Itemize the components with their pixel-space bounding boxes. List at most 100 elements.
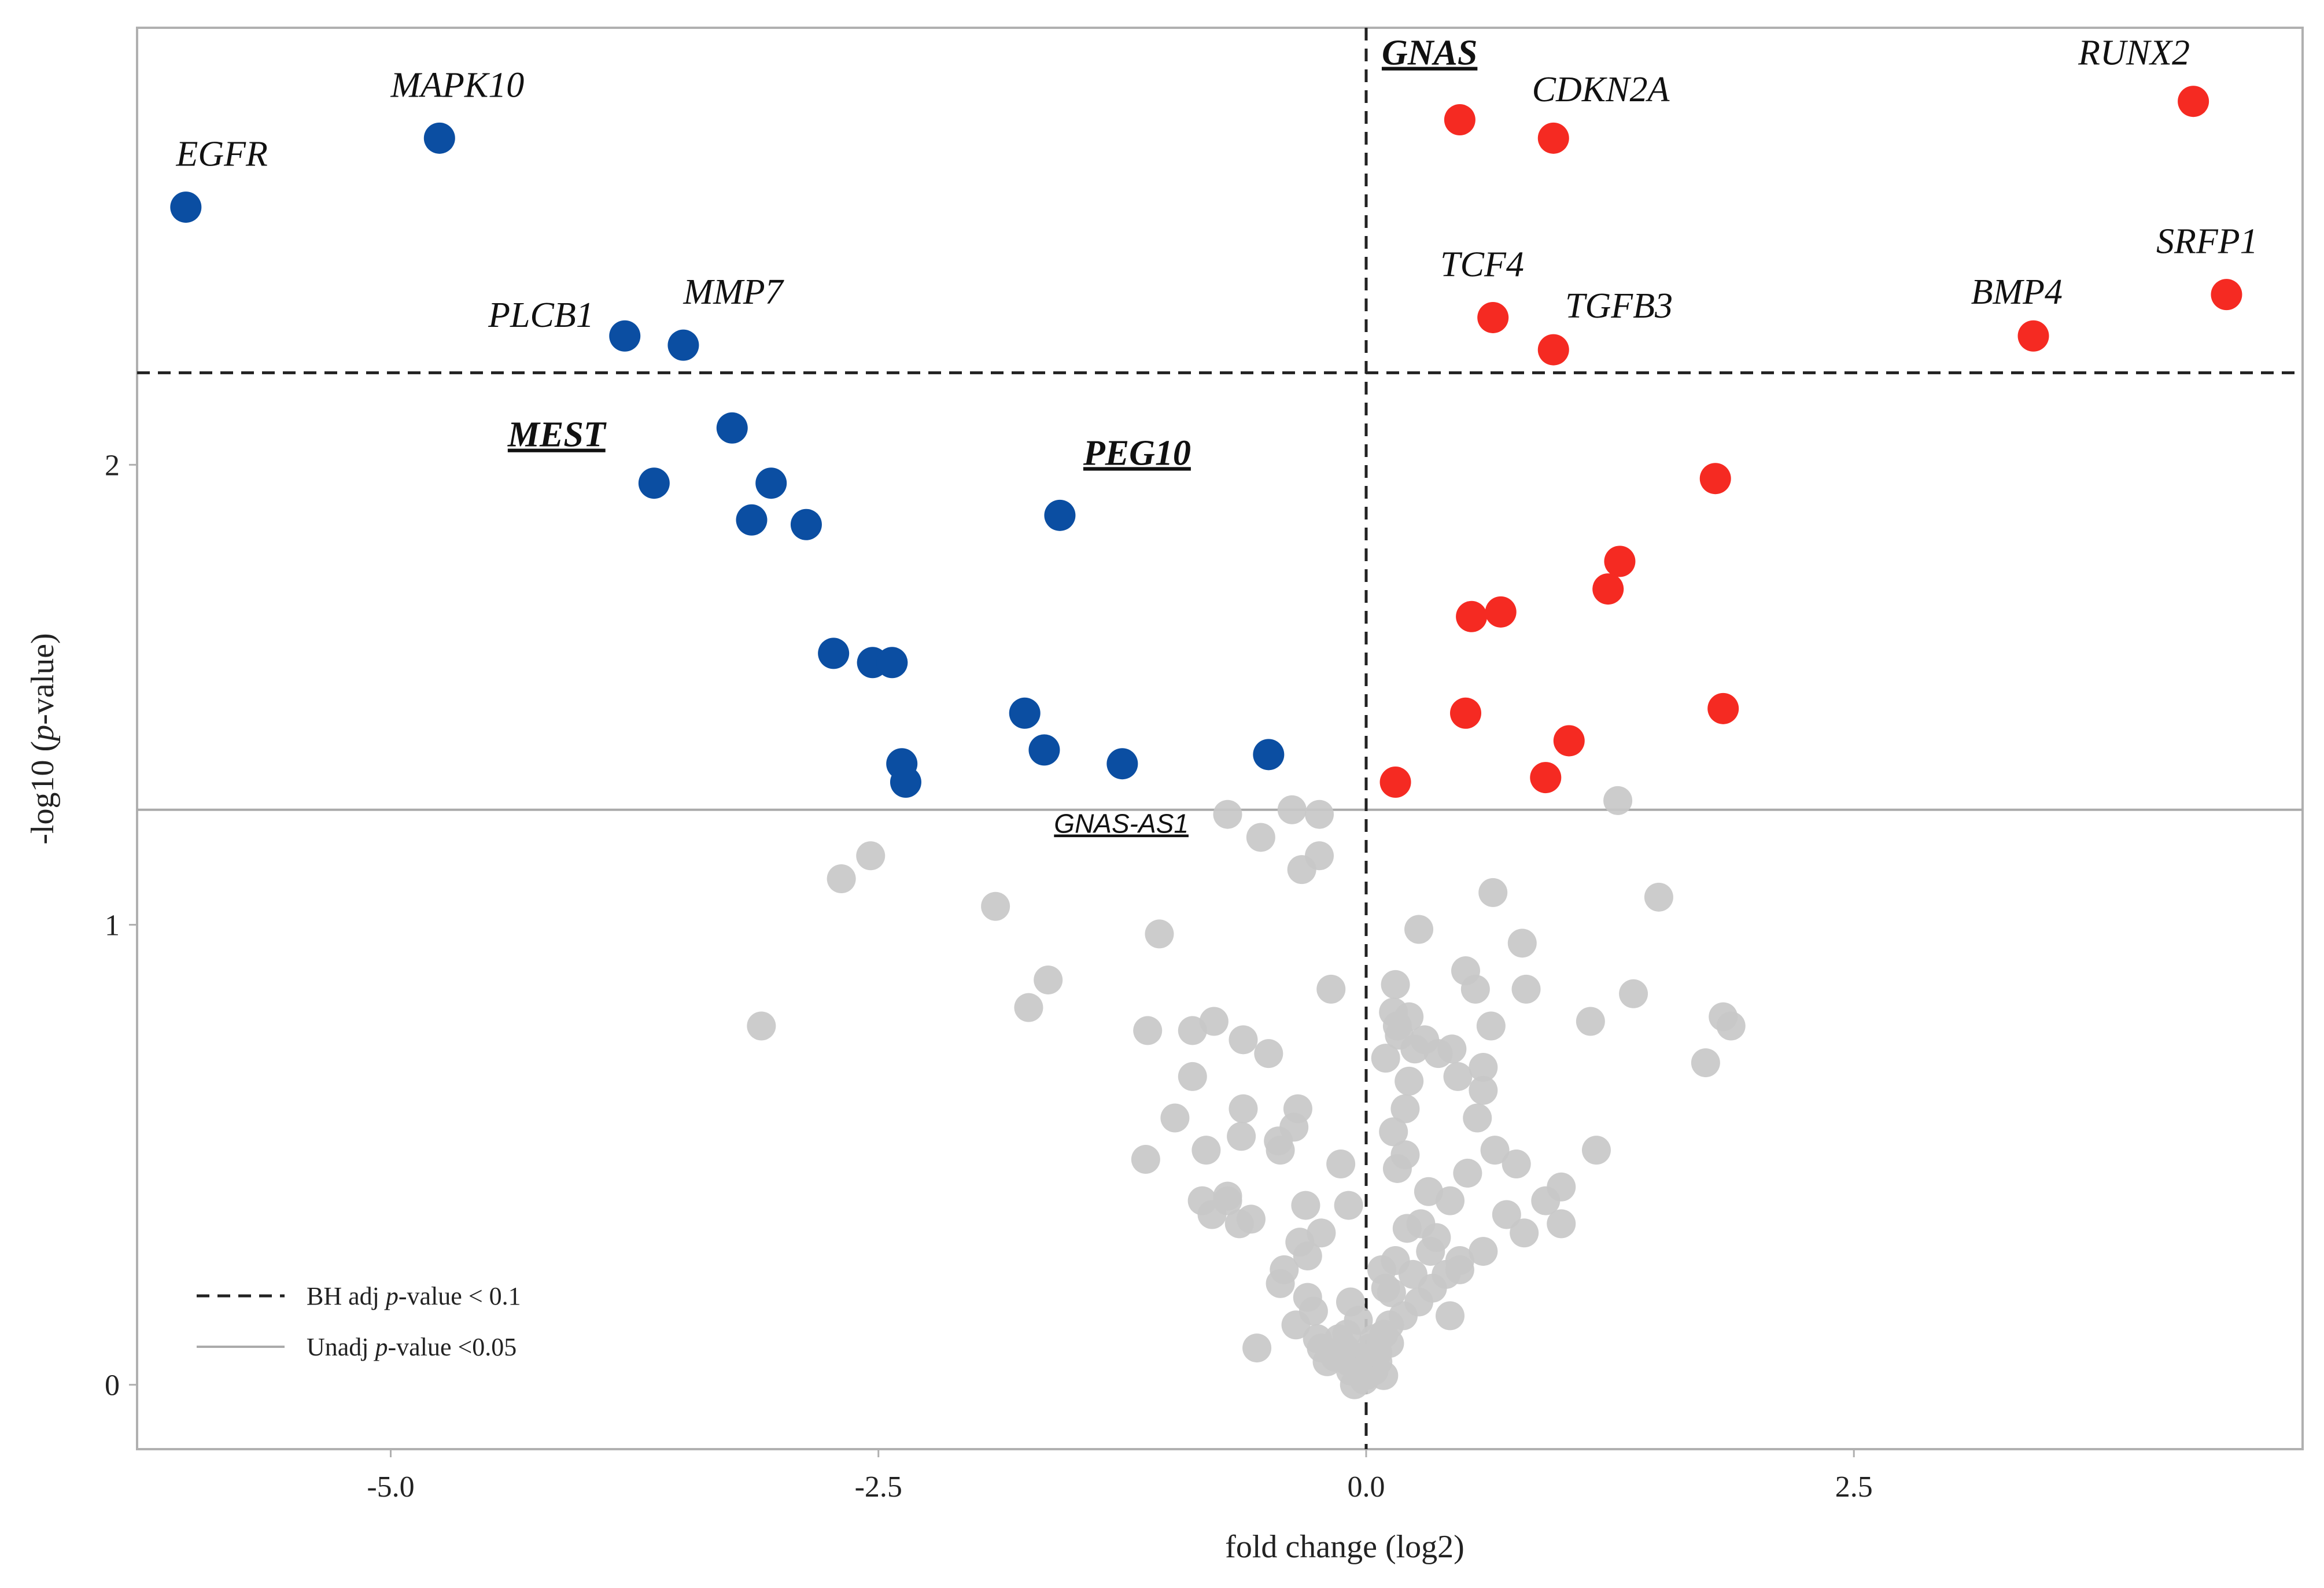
- data-point-ns: [1547, 1209, 1576, 1239]
- data-point-ns: [1691, 1048, 1720, 1078]
- data-point-ns: [1213, 1181, 1242, 1211]
- data-point-up: [1530, 762, 1562, 794]
- data-point-ns: [1359, 1324, 1389, 1354]
- data-point-ns: [1476, 1011, 1506, 1041]
- data-point-ns: [1390, 1140, 1420, 1170]
- data-point-ns: [1453, 1158, 1482, 1188]
- data-point-down: [790, 509, 822, 540]
- data-point-ns: [1229, 1094, 1258, 1123]
- nonsignificant-points: [747, 786, 1746, 1399]
- gene-label: MMP7: [683, 272, 784, 312]
- data-point-up: [1537, 122, 1569, 154]
- data-point-ns: [1492, 1200, 1521, 1229]
- data-point-ns: [747, 1011, 776, 1041]
- data-point-ns: [1266, 1269, 1295, 1298]
- data-point-down: [716, 412, 748, 444]
- data-point-ns: [1395, 1066, 1424, 1096]
- data-point-ns: [1395, 1002, 1424, 1031]
- data-point-ns: [1305, 799, 1334, 829]
- data-point-ns: [1199, 1007, 1229, 1036]
- data-point-up: [1592, 573, 1624, 605]
- data-point-ns: [1227, 1122, 1256, 1151]
- data-point-ns: [1469, 1053, 1498, 1082]
- data-point-ns: [1291, 1191, 1320, 1220]
- data-point-up: [2211, 279, 2242, 311]
- data-point-ns: [1266, 1136, 1295, 1165]
- gene-label: SRFP1: [2156, 222, 2258, 261]
- data-point-ns: [1316, 974, 1346, 1004]
- data-point-down: [818, 638, 850, 669]
- data-point-down: [1044, 499, 1076, 531]
- data-point-down: [609, 320, 641, 352]
- data-point-ns: [827, 864, 856, 894]
- gene-label: RUNX2: [2078, 34, 2190, 73]
- data-point-ns: [1469, 1237, 1498, 1266]
- data-point-ns: [1133, 1016, 1163, 1045]
- data-point-up: [1449, 697, 1481, 729]
- y-tick-label: 1: [105, 909, 120, 942]
- data-point-down: [1028, 734, 1060, 766]
- data-point-ns: [1390, 1094, 1420, 1123]
- data-point-down: [1253, 739, 1285, 771]
- y-axis-title: -log10 (p-value): [25, 633, 61, 844]
- data-point-ns: [1480, 1136, 1510, 1165]
- data-point-down: [876, 647, 908, 679]
- data-point-ns: [1392, 1214, 1422, 1243]
- legend-label: BH adj p-value < 0.1: [307, 1282, 521, 1310]
- data-point-down: [667, 329, 699, 361]
- data-point-ns: [1603, 786, 1633, 815]
- data-point-ns: [1463, 1103, 1492, 1133]
- data-point-ns: [1443, 1062, 1473, 1091]
- data-point-down: [1009, 697, 1041, 729]
- data-point-ns: [1334, 1191, 1363, 1220]
- data-point-ns: [981, 891, 1010, 921]
- data-point-ns: [1312, 1347, 1342, 1376]
- x-tick-label: 0.0: [1347, 1471, 1385, 1504]
- x-axis-title: fold change (log2): [1225, 1529, 1465, 1565]
- data-point-up: [1456, 600, 1488, 632]
- gene-label: EGFR: [175, 135, 267, 174]
- data-point-ns: [1581, 1136, 1611, 1165]
- gene-label: PLCB1: [488, 296, 594, 335]
- data-point-ns: [1478, 878, 1508, 907]
- data-point-ns: [1510, 1218, 1539, 1248]
- y-tick-label: 0: [105, 1369, 120, 1402]
- data-point-down: [736, 504, 768, 536]
- data-point-ns: [1326, 1149, 1356, 1179]
- data-point-ns: [1160, 1103, 1190, 1133]
- data-point-ns: [1131, 1145, 1160, 1174]
- gene-label: CDKN2A: [1532, 70, 1670, 109]
- data-point-up: [1444, 104, 1475, 136]
- data-point-ns: [1469, 1075, 1498, 1105]
- data-point-down: [170, 191, 202, 223]
- data-point-ns: [1404, 915, 1434, 944]
- plot-frame: [136, 27, 2304, 1450]
- gene-label: TGFB3: [1565, 286, 1673, 326]
- gene-label: MAPK10: [390, 65, 524, 105]
- data-point-ns: [1178, 1062, 1207, 1091]
- data-point-ns: [1336, 1287, 1365, 1317]
- data-point-up: [2178, 86, 2209, 117]
- x-tick-label: 2.5: [1835, 1471, 1873, 1504]
- gene-label: BMP4: [1971, 272, 2063, 312]
- x-axis-ticks: -5.0 -2.5 0.0 2.5: [367, 1449, 1873, 1504]
- data-point-ns: [1437, 1034, 1467, 1064]
- data-point-down: [1106, 748, 1138, 780]
- gene-label: MEST: [507, 415, 607, 455]
- data-point-ns: [1576, 1007, 1605, 1036]
- data-point-ns: [1398, 1259, 1427, 1289]
- data-point-ns: [1242, 1333, 1272, 1363]
- data-point-ns: [1187, 1186, 1217, 1215]
- data-point-up: [1537, 334, 1569, 366]
- x-tick-label: -5.0: [367, 1471, 414, 1504]
- data-point-down: [890, 767, 921, 798]
- data-point-down: [423, 122, 455, 154]
- data-point-ns: [1445, 1255, 1474, 1284]
- data-point-ns: [1287, 855, 1316, 885]
- x-tick-label: -2.5: [855, 1471, 902, 1504]
- data-point-ns: [1436, 1186, 1465, 1215]
- gene-label: PEG10: [1083, 433, 1191, 473]
- data-point-ns: [1511, 974, 1541, 1004]
- data-point-ns: [1619, 979, 1648, 1008]
- data-point-up: [1699, 463, 1731, 495]
